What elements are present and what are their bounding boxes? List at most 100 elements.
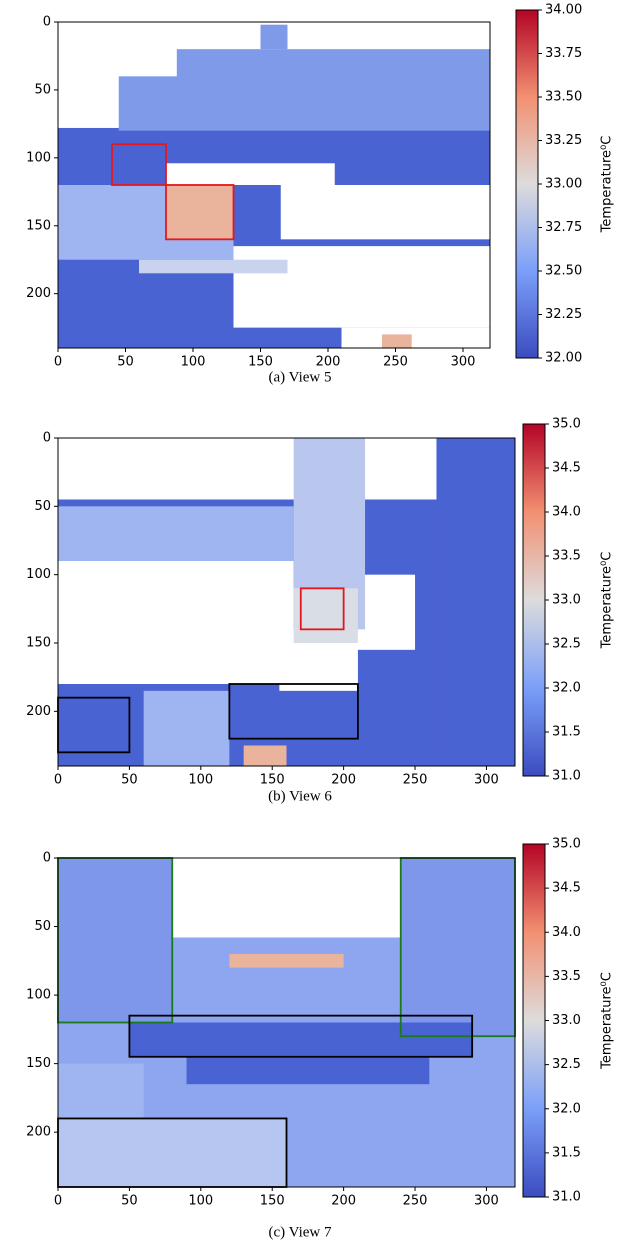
annotation-box [228,683,359,740]
thermal-region [139,259,288,274]
thermal-region [58,561,294,684]
thermal-region [382,334,412,348]
y-tick-label: 150 [26,636,51,651]
x-tick-label: 0 [54,1194,62,1209]
thermal-region [260,24,288,50]
thermal-region [172,858,401,938]
y-tick-label: 50 [34,919,51,934]
axes-frame [57,857,516,1188]
caption: (c) View 7 [269,1224,332,1240]
x-tick-label: 50 [121,773,138,788]
thermal-region [186,1056,430,1085]
x-tick-label: 200 [316,355,341,370]
x-tick-label: 100 [188,1194,213,1209]
x-tick-label: 0 [54,773,62,788]
thermal-region [166,185,234,240]
thermal-region [58,858,173,1023]
colorbar-tick-label: 33.00 [545,177,582,192]
annotation-box [111,143,167,186]
colorbar-tick-label: 33.0 [552,1013,581,1028]
thermal-region [229,953,344,968]
colorbar-tick-label: 35.0 [552,837,581,852]
x-tick-label: 0 [54,355,62,370]
colorbar-tick-label: 34.0 [552,505,581,520]
colorbar [522,423,546,777]
colorbar-tick-label: 33.5 [552,969,581,984]
thermal-region [293,588,358,643]
y-tick-label: 50 [34,499,51,514]
thermal-region [176,49,491,84]
annotation-box [165,184,235,241]
thermal-region [233,246,490,328]
x-tick-label: 250 [383,355,408,370]
x-tick-label: 200 [331,1194,356,1209]
thermal-region [280,185,490,240]
axes-frame [57,21,491,349]
x-tick-label: 100 [181,355,206,370]
x-tick-label: 250 [403,1194,428,1209]
x-tick-label: 100 [188,773,213,788]
colorbar-label: Temperature⁰C [600,136,615,234]
colorbar-tick-label: 33.0 [552,593,581,608]
x-tick-label: 300 [474,773,499,788]
annotation-box [299,587,345,631]
y-tick-label: 0 [43,431,51,446]
axes-frame [57,437,516,767]
thermal-region [118,76,490,131]
colorbar-tick-label: 31.0 [552,1190,581,1205]
x-tick-label: 50 [121,1194,138,1209]
colorbar-tick-label: 32.5 [552,1057,581,1072]
colorbar-tick-label: 35.0 [552,417,581,432]
y-tick-label: 0 [43,15,51,30]
y-tick-label: 150 [26,1056,51,1071]
colorbar-tick-label: 31.0 [552,769,581,784]
colorbar-tick-label: 32.25 [545,307,582,322]
colorbar-tick-label: 32.0 [552,681,581,696]
thermal-region [341,327,490,348]
colorbar-tick-label: 33.50 [545,90,582,105]
y-tick-label: 100 [26,567,51,582]
colorbar-tick-label: 32.50 [545,264,582,279]
annotation-box [128,1014,474,1058]
colorbar-tick-label: 34.5 [552,461,581,476]
colorbar-tick-label: 32.0 [552,1101,581,1116]
x-tick-label: 150 [248,355,273,370]
y-tick-label: 100 [26,988,51,1003]
thermal-region [58,1118,287,1187]
thermal-region [436,438,515,766]
y-tick-label: 200 [26,286,51,301]
colorbar-tick-label: 34.0 [552,925,581,940]
y-tick-label: 200 [26,704,51,719]
colorbar-tick-label: 34.00 [545,3,582,18]
colorbar-tick-label: 33.75 [545,46,582,61]
colorbar-tick-label: 31.5 [552,1145,581,1160]
colorbar-label: Temperature⁰C [600,972,615,1070]
y-tick-label: 100 [26,150,51,165]
colorbar-tick-label: 31.5 [552,725,581,740]
colorbar-tick-label: 33.25 [545,133,582,148]
x-tick-label: 300 [474,1194,499,1209]
thermal-region [129,1022,473,1057]
colorbar-tick-label: 33.5 [552,549,581,564]
y-tick-label: 150 [26,218,51,233]
y-tick-label: 0 [43,851,51,866]
colorbar-tick-label: 32.5 [552,637,581,652]
x-tick-label: 300 [451,355,476,370]
caption: (a) View 5 [269,369,332,385]
colorbar-label: Temperature⁰C [600,552,615,650]
colorbar-tick-label: 34.5 [552,881,581,896]
thermal-region [243,745,287,766]
caption: (b) View 6 [268,788,332,804]
colorbar-tick-label: 32.75 [545,220,582,235]
x-tick-label: 250 [403,773,428,788]
thermal-region [143,690,230,766]
y-tick-label: 50 [34,82,51,97]
x-tick-label: 150 [260,773,285,788]
x-tick-label: 150 [260,1194,285,1209]
x-tick-label: 50 [117,355,134,370]
colorbar-tick-label: 32.00 [545,351,582,366]
thermal-region [58,506,294,561]
thermal-region [400,858,515,1037]
thermal-region [166,163,335,185]
